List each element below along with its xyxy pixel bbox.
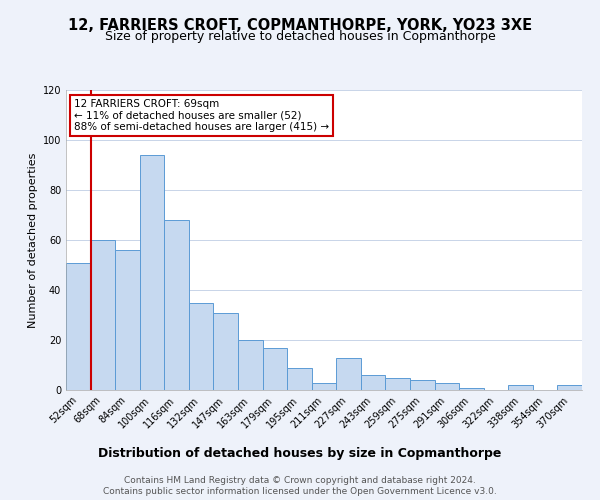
Text: Size of property relative to detached houses in Copmanthorpe: Size of property relative to detached ho… [104, 30, 496, 43]
Bar [508, 385, 533, 390]
Bar [287, 368, 312, 390]
Bar [434, 382, 459, 390]
Bar [459, 388, 484, 390]
Text: Contains public sector information licensed under the Open Government Licence v3: Contains public sector information licen… [103, 488, 497, 496]
Bar [238, 340, 263, 390]
Bar [189, 302, 214, 390]
Y-axis label: Number of detached properties: Number of detached properties [28, 152, 38, 328]
Bar [336, 358, 361, 390]
Bar [91, 240, 115, 390]
Bar [214, 312, 238, 390]
Text: Contains HM Land Registry data © Crown copyright and database right 2024.: Contains HM Land Registry data © Crown c… [124, 476, 476, 485]
Bar [312, 382, 336, 390]
Bar [140, 155, 164, 390]
Bar [66, 262, 91, 390]
Bar [385, 378, 410, 390]
Bar [164, 220, 189, 390]
Bar [361, 375, 385, 390]
Bar [557, 385, 582, 390]
Bar [263, 348, 287, 390]
Text: 12 FARRIERS CROFT: 69sqm
← 11% of detached houses are smaller (52)
88% of semi-d: 12 FARRIERS CROFT: 69sqm ← 11% of detach… [74, 99, 329, 132]
Text: Distribution of detached houses by size in Copmanthorpe: Distribution of detached houses by size … [98, 448, 502, 460]
Text: 12, FARRIERS CROFT, COPMANTHORPE, YORK, YO23 3XE: 12, FARRIERS CROFT, COPMANTHORPE, YORK, … [68, 18, 532, 32]
Bar [115, 250, 140, 390]
Bar [410, 380, 434, 390]
